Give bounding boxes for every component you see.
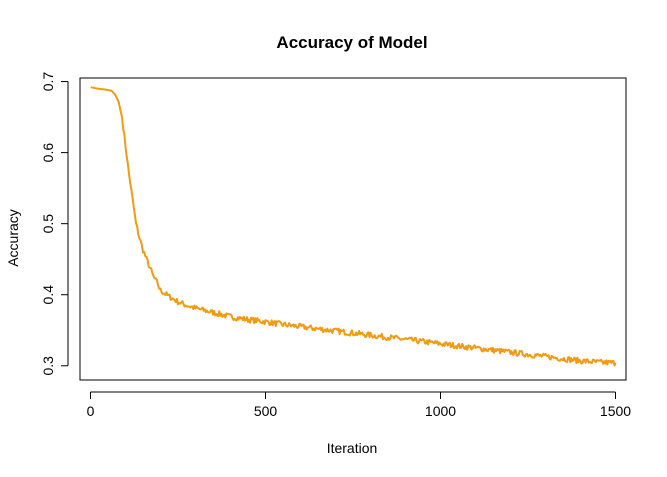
x-tick-label: 1500 [600, 403, 631, 419]
x-axis: 0 500 1000 1500 [87, 391, 631, 419]
y-tick-label: 0.4 [40, 285, 56, 305]
y-axis-label: Accuracy [5, 209, 21, 267]
x-tick-label: 0 [87, 403, 95, 419]
y-tick-label: 0.3 [40, 356, 56, 376]
plot-series [90, 86, 617, 367]
y-tick-label: 0.5 [40, 214, 56, 234]
x-axis-label: Iteration [327, 440, 378, 456]
x-tick-label: 500 [254, 403, 278, 419]
y-axis: 0.3 0.4 0.5 0.6 0.7 [40, 72, 69, 376]
plot-frame [79, 77, 627, 381]
y-tick-label: 0.6 [40, 143, 56, 163]
accuracy-series-line [90, 86, 617, 367]
x-tick-label: 1000 [425, 403, 456, 419]
chart-title: Accuracy of Model [276, 33, 427, 52]
y-tick-label: 0.7 [40, 72, 56, 92]
